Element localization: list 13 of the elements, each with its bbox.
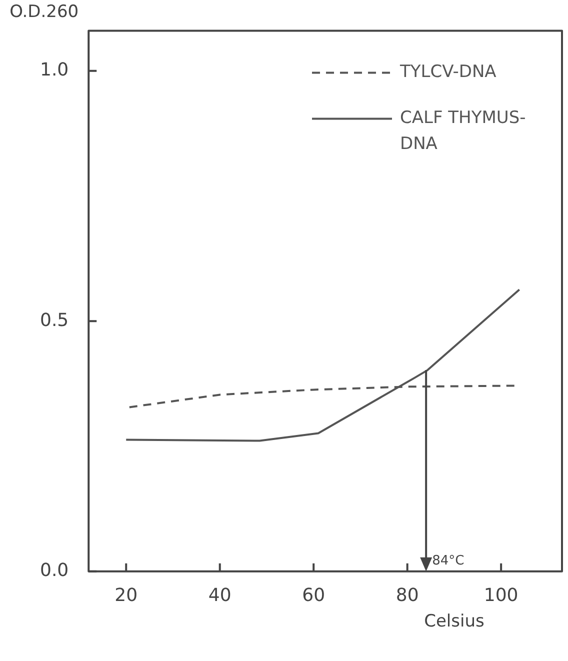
y-tick-label: 0.5 (40, 310, 69, 331)
x-tick-label: 100 (484, 584, 518, 606)
y-tick-label: 0.0 (40, 560, 69, 582)
y-tick-label: 1.0 (40, 60, 69, 81)
legend-label: TYLCV-DNA (399, 62, 497, 82)
y-axis-title: O.D.260 (10, 2, 79, 22)
x-tick-label: 80 (396, 584, 419, 606)
legend-label: CALF THYMUS-DNA (400, 108, 526, 154)
annotation: 84°C (432, 553, 464, 568)
x-tick-label: 20 (114, 584, 138, 606)
x-tick-label: 40 (208, 584, 232, 606)
x-axis-title: Celsius (424, 611, 484, 632)
x-tick-label: 60 (302, 584, 326, 606)
